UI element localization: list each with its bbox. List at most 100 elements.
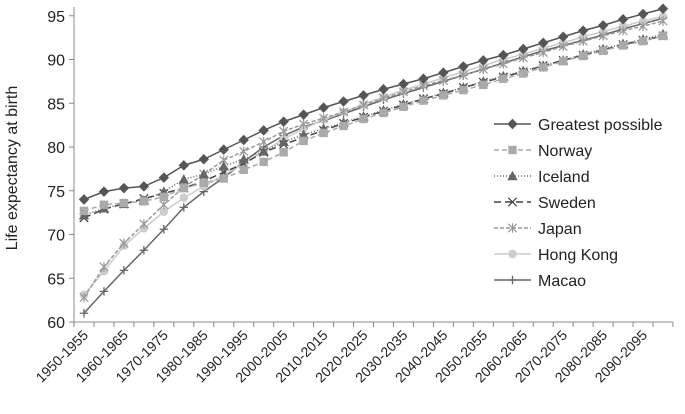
data-point xyxy=(378,93,389,103)
data-point xyxy=(99,287,109,296)
legend-label: Japan xyxy=(538,221,582,238)
data-point xyxy=(558,57,568,66)
data-point xyxy=(338,107,349,117)
data-point xyxy=(419,96,428,105)
data-point xyxy=(358,90,369,101)
data-point xyxy=(319,128,328,138)
y-tick-label: 60 xyxy=(47,315,65,332)
data-point xyxy=(399,102,408,111)
legend-marker xyxy=(507,170,518,181)
y-tick-label: 75 xyxy=(47,184,65,201)
data-point xyxy=(298,109,309,120)
data-point xyxy=(459,85,468,95)
legend-label: Macao xyxy=(538,273,586,290)
data-point xyxy=(577,25,589,36)
legend-item: Iceland xyxy=(494,169,590,186)
data-point xyxy=(159,225,169,234)
data-point xyxy=(139,197,149,206)
data-point xyxy=(198,168,209,179)
data-point xyxy=(438,67,449,78)
series-line xyxy=(83,17,664,314)
y-tick-label: 70 xyxy=(47,228,65,245)
data-point xyxy=(218,144,229,155)
data-point xyxy=(358,100,369,110)
data-point xyxy=(198,154,209,165)
data-point xyxy=(119,266,129,275)
y-tick-label: 90 xyxy=(47,53,65,70)
data-point xyxy=(239,165,248,174)
data-point xyxy=(638,21,648,31)
data-point xyxy=(79,206,89,216)
data-point xyxy=(178,160,190,171)
data-point xyxy=(638,16,648,26)
data-point xyxy=(339,121,348,131)
data-point xyxy=(118,182,130,194)
data-point xyxy=(598,46,608,55)
axes: 60657075808590951950-19551960-19651970-1… xyxy=(32,7,674,385)
legend-label: Norway xyxy=(538,143,592,160)
legend-marker xyxy=(507,223,518,233)
data-point xyxy=(557,31,569,42)
data-point xyxy=(259,157,268,167)
data-point xyxy=(479,80,488,90)
data-point xyxy=(159,207,169,216)
legend-marker xyxy=(507,197,518,207)
data-point xyxy=(379,108,388,118)
data-point xyxy=(597,20,609,31)
data-point xyxy=(159,200,169,210)
legend-marker xyxy=(508,145,517,155)
data-point xyxy=(498,49,509,61)
data-point xyxy=(618,25,628,36)
legend-item: Norway xyxy=(494,143,592,160)
data-point xyxy=(219,174,228,183)
legend-marker xyxy=(507,118,518,130)
series-layer xyxy=(78,3,669,318)
data-point xyxy=(498,59,508,69)
data-point xyxy=(138,181,150,192)
data-point xyxy=(238,154,249,164)
data-point xyxy=(218,161,229,171)
data-point xyxy=(99,262,109,272)
data-point xyxy=(618,41,628,50)
data-point xyxy=(378,84,389,95)
y-tick-label: 95 xyxy=(47,9,65,26)
data-point xyxy=(278,136,289,146)
data-point xyxy=(98,186,110,197)
legend-label: Greatest possible xyxy=(538,117,663,134)
data-point xyxy=(279,126,289,136)
data-point xyxy=(439,91,448,100)
legend-item: Hong Kong xyxy=(494,247,618,264)
legend-label: Hong Kong xyxy=(538,247,618,264)
data-point xyxy=(658,31,668,41)
data-point xyxy=(418,73,429,84)
legend-item: Japan xyxy=(494,221,582,238)
data-point xyxy=(538,47,548,58)
data-point xyxy=(119,238,129,248)
data-point xyxy=(658,16,668,26)
data-point xyxy=(519,69,528,78)
data-point xyxy=(298,119,309,129)
y-tick-label: 65 xyxy=(47,271,65,288)
data-point xyxy=(318,113,329,123)
data-point xyxy=(279,148,288,157)
data-point xyxy=(79,292,89,303)
data-point xyxy=(178,174,190,184)
y-tick-label: 85 xyxy=(47,96,65,113)
series xyxy=(79,31,668,216)
data-point xyxy=(258,125,269,136)
data-point xyxy=(179,193,189,202)
data-point xyxy=(278,116,289,127)
y-tick-label: 80 xyxy=(47,140,65,157)
legend-item: Macao xyxy=(494,273,586,290)
data-point xyxy=(238,134,249,146)
data-point xyxy=(617,14,629,25)
data-point xyxy=(78,194,90,205)
legend: Greatest possible Norway Iceland Sweden Japa… xyxy=(494,117,663,290)
data-point xyxy=(499,74,508,83)
data-point xyxy=(139,246,149,255)
legend-item: Greatest possible xyxy=(494,117,663,134)
data-point xyxy=(199,178,208,188)
data-point xyxy=(139,219,149,229)
